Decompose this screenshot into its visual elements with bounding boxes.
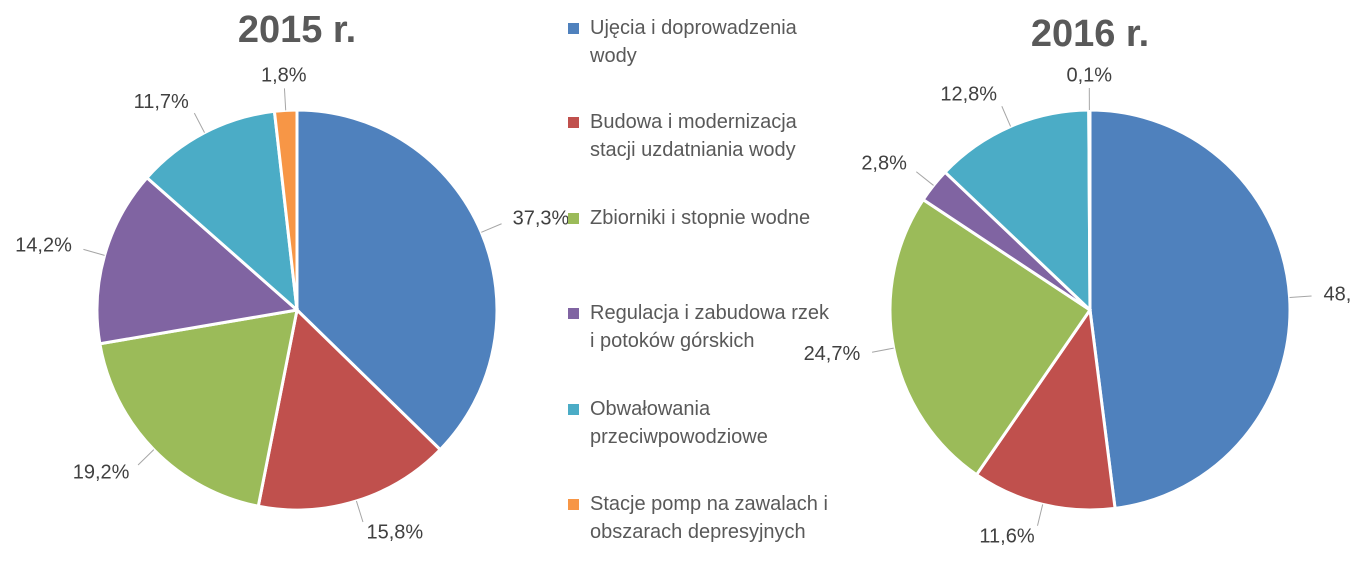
leader-line [1001, 106, 1012, 127]
leader-line [915, 171, 934, 186]
data-label: 15,8% [367, 522, 424, 544]
legend-label: Ujęcia i doprowadzenia wody [590, 17, 797, 67]
pie-slice [95, 175, 301, 346]
data-label: 11,7% [134, 91, 189, 113]
pie-slice [888, 197, 1093, 477]
data-label: 12,8% [940, 84, 997, 106]
legend-entry: Zbiorniki i stopnie wodne [568, 204, 838, 232]
chart-title: 2016 r. [1031, 13, 1149, 55]
legend-entry: Regulacja i zabudowa rzek i potoków górs… [568, 299, 838, 355]
legend-entry: Budowa i modernizacja stacji uzdatniania… [568, 108, 838, 164]
leader-line [193, 112, 205, 133]
legend-swatch [568, 213, 579, 224]
leader-line [355, 500, 364, 523]
leader-line [871, 347, 894, 353]
legend-label: Stacje pomp na zawalach i obszarach depr… [590, 493, 828, 543]
pie-slice [295, 108, 499, 452]
data-label: 2,8% [861, 153, 907, 175]
legend-swatch [568, 23, 579, 34]
leader-line [83, 248, 105, 256]
data-label: 11,6% [979, 526, 1034, 548]
legend-label: Regulacja i zabudowa rzek i potoków górs… [590, 302, 830, 352]
data-label: 24,7% [804, 343, 861, 365]
legend-swatch [568, 499, 579, 510]
legend-entry: Stacje pomp na zawalach i obszarach depr… [568, 490, 838, 546]
data-label: 0,1% [1066, 64, 1112, 86]
leader-line [283, 88, 287, 111]
leader-line [481, 223, 502, 233]
pie-slice [1088, 108, 1292, 511]
data-label: 1,8% [261, 65, 307, 87]
legend-entry: Obwałowania przeciwpowodziowe [568, 395, 838, 451]
legend-swatch [568, 404, 579, 415]
data-label: 19,2% [73, 462, 130, 484]
legend-swatch [568, 117, 579, 128]
leader-line [1289, 295, 1312, 298]
pie-slice [256, 306, 443, 512]
pie-slice [272, 108, 299, 311]
data-label: 37,3% [513, 207, 570, 229]
legend-label: Zbiorniki i stopnie wodne [590, 207, 811, 229]
data-label: 14,2% [15, 234, 72, 256]
legend-label: Budowa i modernizacja stacji uzdatniania… [590, 111, 797, 161]
leader-line [1037, 504, 1044, 526]
legend-swatch [568, 308, 579, 319]
pie-slice [98, 308, 299, 508]
legend-label: Obwałowania przeciwpowodziowe [590, 398, 768, 448]
legend-entry: Ujęcia i doprowadzenia wody [568, 14, 838, 70]
leader-line [137, 449, 155, 466]
pie-slice [1087, 108, 1092, 311]
chart-title: 2015 r. [238, 9, 356, 51]
pie-slice [144, 109, 299, 314]
pie-slice [974, 305, 1117, 512]
data-label: 48,0% [1324, 284, 1350, 306]
